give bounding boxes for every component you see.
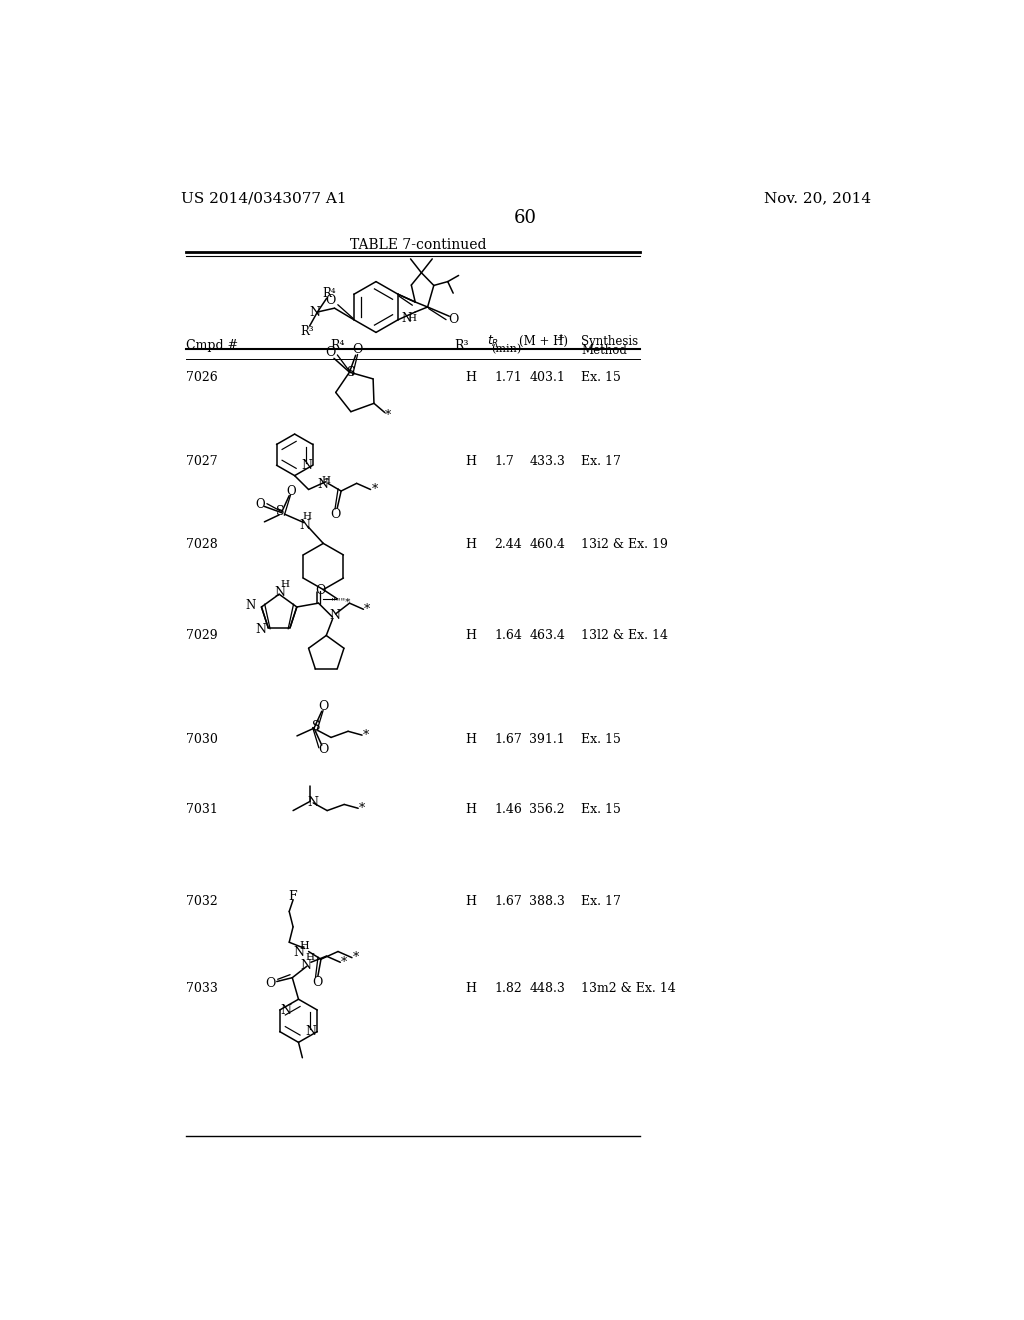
- Text: Method: Method: [582, 343, 628, 356]
- Text: N: N: [302, 459, 312, 471]
- Text: 13m2 & Ex. 14: 13m2 & Ex. 14: [582, 982, 676, 995]
- Text: Ex. 15: Ex. 15: [582, 733, 622, 746]
- Text: 1.67: 1.67: [495, 733, 522, 746]
- Text: 448.3: 448.3: [529, 982, 565, 995]
- Text: H: H: [465, 454, 476, 467]
- Text: 356.2: 356.2: [529, 803, 565, 816]
- Text: 13l2 & Ex. 14: 13l2 & Ex. 14: [582, 630, 669, 643]
- Text: *: *: [385, 409, 391, 422]
- Text: H: H: [465, 539, 476, 552]
- Text: H: H: [300, 941, 309, 952]
- Text: H: H: [465, 982, 476, 995]
- Text: 7028: 7028: [186, 539, 218, 552]
- Text: 7027: 7027: [186, 454, 218, 467]
- Text: 1.82: 1.82: [495, 982, 522, 995]
- Text: 7030: 7030: [186, 733, 218, 746]
- Text: Synthesis: Synthesis: [582, 335, 639, 348]
- Text: H: H: [305, 953, 314, 962]
- Text: S: S: [312, 721, 321, 733]
- Text: +: +: [557, 333, 565, 342]
- Text: $t_R$: $t_R$: [486, 334, 499, 350]
- Text: 460.4: 460.4: [529, 539, 565, 552]
- Text: H: H: [465, 630, 476, 643]
- Text: O: O: [352, 343, 362, 355]
- Text: H: H: [322, 475, 331, 484]
- Text: O: O: [318, 700, 329, 713]
- Text: """*: """*: [331, 598, 350, 606]
- Text: 7026: 7026: [186, 371, 218, 384]
- Text: 388.3: 388.3: [529, 895, 565, 908]
- Text: Ex. 17: Ex. 17: [582, 454, 622, 467]
- Text: O: O: [314, 585, 326, 598]
- Text: N: N: [281, 1003, 292, 1016]
- Text: Nov. 20, 2014: Nov. 20, 2014: [764, 191, 870, 206]
- Text: N: N: [245, 599, 255, 612]
- Text: H: H: [302, 512, 311, 521]
- Text: Cmpd #: Cmpd #: [186, 339, 239, 352]
- Text: 1.7: 1.7: [495, 454, 514, 467]
- Text: O: O: [326, 346, 336, 359]
- Text: H: H: [465, 803, 476, 816]
- Text: 7033: 7033: [186, 982, 218, 995]
- Text: 1.67: 1.67: [495, 895, 522, 908]
- Text: TABLE 7-continued: TABLE 7-continued: [350, 238, 486, 252]
- Text: 463.4: 463.4: [529, 630, 565, 643]
- Text: US 2014/0343077 A1: US 2014/0343077 A1: [180, 191, 346, 206]
- Text: 7029: 7029: [186, 630, 218, 643]
- Text: S: S: [276, 504, 285, 517]
- Text: N: N: [256, 623, 266, 636]
- Text: O: O: [447, 313, 459, 326]
- Text: N: N: [274, 586, 286, 599]
- Text: R⁴: R⁴: [323, 286, 336, 300]
- Text: 433.3: 433.3: [529, 454, 565, 467]
- Text: 13i2 & Ex. 19: 13i2 & Ex. 19: [582, 539, 669, 552]
- Text: *: *: [341, 956, 347, 969]
- Text: *: *: [352, 952, 359, 964]
- Text: *: *: [372, 483, 378, 496]
- Text: R³: R³: [454, 339, 469, 352]
- Text: O: O: [265, 977, 275, 990]
- Text: N: N: [299, 519, 310, 532]
- Text: R⁴: R⁴: [330, 339, 344, 352]
- Text: H: H: [465, 733, 476, 746]
- Text: Ex. 15: Ex. 15: [582, 803, 622, 816]
- Text: O: O: [331, 508, 341, 520]
- Text: S: S: [347, 367, 355, 379]
- Text: O: O: [286, 484, 296, 498]
- Text: 7032: 7032: [186, 895, 218, 908]
- Text: 1.64: 1.64: [495, 630, 522, 643]
- Text: Ex. 17: Ex. 17: [582, 895, 622, 908]
- Text: N: N: [294, 945, 305, 958]
- Text: N: N: [305, 1026, 316, 1038]
- Text: (M + H): (M + H): [519, 335, 568, 348]
- Text: R³: R³: [300, 325, 314, 338]
- Text: *: *: [359, 801, 366, 814]
- Text: N: N: [307, 796, 317, 809]
- Text: N: N: [317, 478, 328, 491]
- Text: N: N: [330, 609, 340, 622]
- Text: 2.44: 2.44: [495, 539, 522, 552]
- Text: O: O: [312, 975, 323, 989]
- Text: *: *: [365, 603, 371, 616]
- Text: 391.1: 391.1: [529, 733, 565, 746]
- Text: *: *: [362, 729, 369, 742]
- Text: N: N: [401, 312, 412, 325]
- Text: F: F: [289, 890, 297, 903]
- Text: H: H: [465, 371, 476, 384]
- Text: 403.1: 403.1: [529, 371, 565, 384]
- Text: 1.46: 1.46: [495, 803, 522, 816]
- Text: O: O: [255, 499, 264, 511]
- Text: H: H: [281, 581, 290, 590]
- Text: H: H: [408, 314, 417, 322]
- Text: N: N: [300, 958, 311, 972]
- Text: Ex. 15: Ex. 15: [582, 371, 622, 384]
- Text: 1.71: 1.71: [495, 371, 522, 384]
- Text: O: O: [326, 294, 336, 308]
- Text: N: N: [309, 306, 321, 319]
- Text: (min): (min): [490, 345, 521, 355]
- Text: 60: 60: [513, 210, 537, 227]
- Text: H: H: [465, 895, 476, 908]
- Text: O: O: [318, 743, 329, 756]
- Text: 7031: 7031: [186, 803, 218, 816]
